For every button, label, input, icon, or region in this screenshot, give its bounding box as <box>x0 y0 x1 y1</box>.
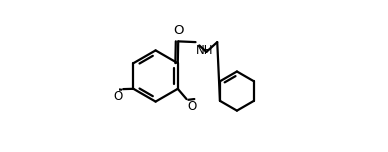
Text: O: O <box>173 24 184 37</box>
Text: O: O <box>113 90 123 103</box>
Text: NH: NH <box>196 44 213 57</box>
Text: O: O <box>187 100 196 113</box>
